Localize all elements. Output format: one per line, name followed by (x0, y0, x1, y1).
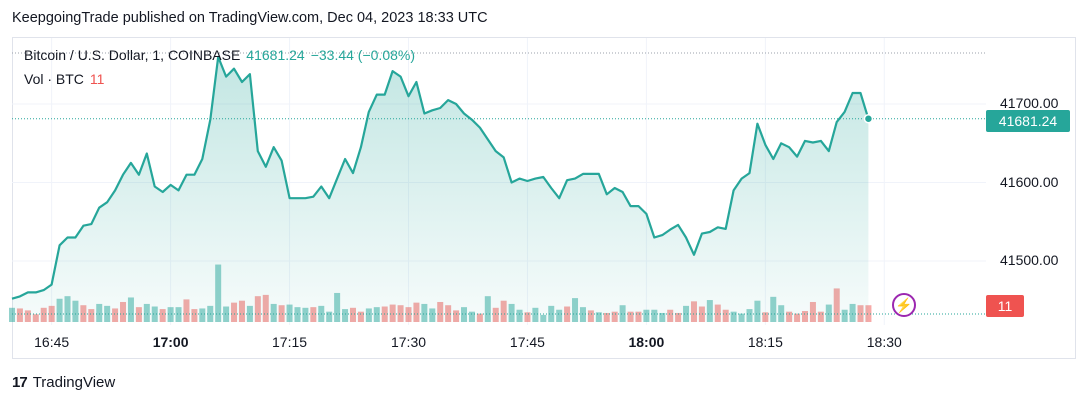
last-price-dot (863, 114, 874, 124)
x-tick-label: 16:45 (34, 334, 70, 350)
last-price-badge: 41681.24 (986, 110, 1070, 132)
x-tick-label: 17:30 (390, 334, 427, 350)
volume-label: Vol · BTC (24, 71, 84, 87)
x-tick-label: 17:15 (272, 334, 308, 350)
symbol-name: Bitcoin / U.S. Dollar, 1, COINBASE (24, 47, 241, 63)
volume-bar (865, 305, 872, 322)
chart-frame (12, 37, 1076, 359)
symbol-legend[interactable]: Bitcoin / U.S. Dollar, 1, COINBASE 41681.… (24, 47, 415, 63)
brand-name: TradingView (32, 374, 116, 391)
y-tick-label: 41700.00 (1000, 95, 1059, 112)
x-tick-label: 18:15 (747, 334, 783, 350)
x-tick-label: 18:00 (628, 334, 665, 350)
price-area (12, 56, 869, 323)
last-price-value: 41681.24 (246, 47, 305, 63)
price-line (11, 55, 870, 300)
x-tick-label: 18:30 (866, 334, 902, 350)
tradingview-logo-icon: 17 (12, 374, 28, 391)
y-tick-label: 41600.00 (1000, 173, 1059, 190)
x-tick-label: 17:00 (152, 334, 189, 350)
price-change-value: −33.44 (−0.08%) (310, 47, 415, 63)
volume-legend[interactable]: Vol · BTC 11 (24, 71, 104, 87)
publisher-line: KeepgoingTrade published on TradingView.… (12, 10, 488, 26)
x-tick-label: 17:45 (509, 334, 545, 350)
y-tick-label: 41500.00 (1000, 252, 1059, 269)
volume-badge: 11 (986, 295, 1024, 317)
lightning-icon[interactable]: ⚡ (892, 293, 916, 317)
volume-value: 11 (89, 71, 105, 87)
tradingview-brand[interactable]: 17 TradingView (12, 374, 115, 391)
